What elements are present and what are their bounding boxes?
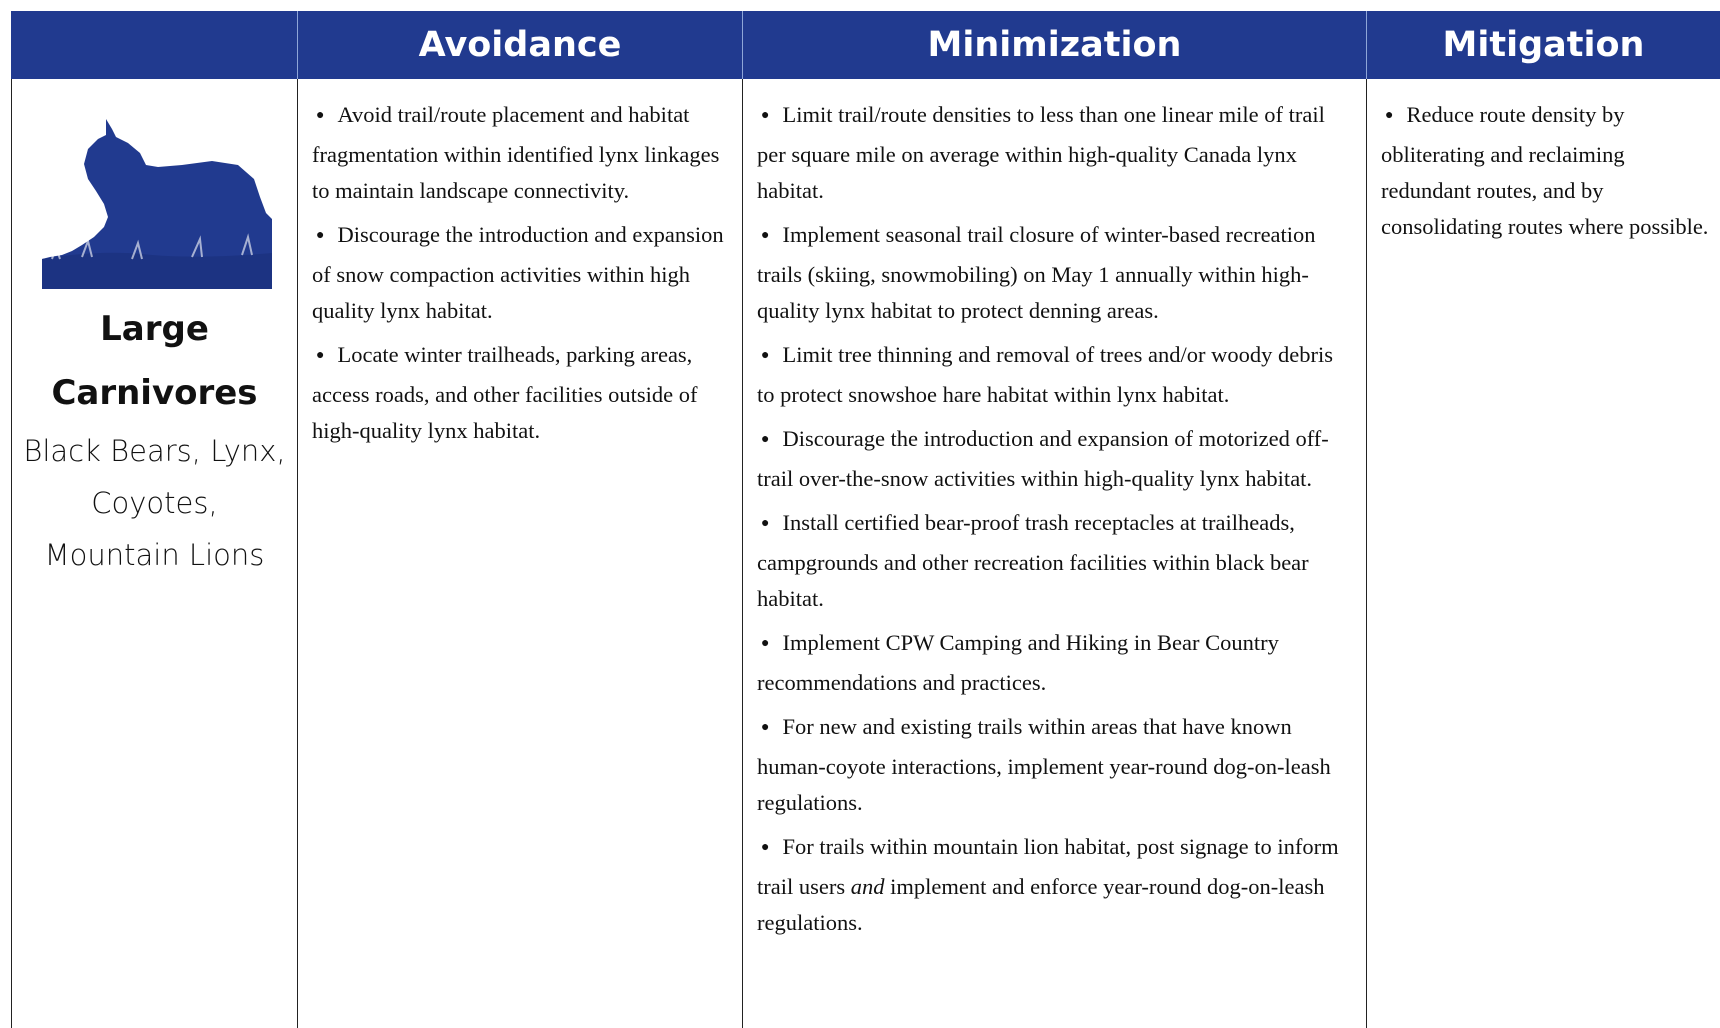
bullet-text: Limit trail/route densities to less than…	[757, 102, 1325, 203]
bullet-item: Locate winter trailheads, parking areas,…	[312, 337, 732, 449]
bullet-text: Discourage the introduction and expansio…	[312, 222, 724, 323]
mitigation-cell: Reduce route density by obliterating and…	[1367, 79, 1720, 1028]
bullet-text: Reduce route density by obliterating and…	[1381, 102, 1709, 239]
bullet-text: Avoid trail/route placement and habitat …	[312, 102, 720, 203]
bullet-text: Limit tree thinning and removal of trees…	[757, 342, 1333, 407]
bullet-list: Reduce route density by obliterating and…	[1367, 79, 1720, 245]
bullet-text: Discourage the introduction and expansio…	[757, 426, 1329, 491]
bullet-item: Install certified bear-proof trash recep…	[757, 505, 1356, 617]
lynx-icon	[42, 119, 272, 289]
avoidance-cell: Avoid trail/route placement and habitat …	[298, 79, 743, 1028]
bullet-item: Implement CPW Camping and Hiking in Bear…	[757, 625, 1356, 701]
table: Avoidance Minimization Mitigation Large …	[11, 11, 1720, 1028]
minimization-cell: Limit trail/route densities to less than…	[743, 79, 1367, 1028]
bullet-item: Implement seasonal trail closure of wint…	[757, 217, 1356, 329]
bullet-item: Discourage the introduction and expansio…	[312, 217, 732, 329]
bullet-item: Limit trail/route densities to less than…	[757, 97, 1356, 209]
bullet-list: Avoid trail/route placement and habitat …	[298, 79, 742, 449]
bullet-text: Install certified bear-proof trash recep…	[757, 510, 1309, 611]
bullet-list: Limit trail/route densities to less than…	[743, 79, 1366, 941]
header-cell: Minimization	[743, 11, 1367, 79]
bullet-item: For new and existing trails within areas…	[757, 709, 1356, 821]
category-species: Black Bears, Lynx, Coyotes, Mountain Lio…	[23, 434, 286, 572]
bullet-item: Discourage the introduction and expansio…	[757, 421, 1356, 497]
bullet-text: and	[850, 874, 885, 899]
bullet-item: Reduce route density by obliterating and…	[1381, 97, 1710, 245]
header-cell: Avoidance	[298, 11, 743, 79]
header-blank	[11, 11, 298, 79]
category-title: Large Carnivores	[51, 309, 258, 413]
bullet-item: For trails within mountain lion habitat,…	[757, 829, 1356, 941]
header-cell: Mitigation	[1367, 11, 1720, 79]
bullet-text: Locate winter trailheads, parking areas,…	[312, 342, 698, 443]
bullet-item: Avoid trail/route placement and habitat …	[312, 97, 732, 209]
bullet-item: Limit tree thinning and removal of trees…	[757, 337, 1356, 413]
bullet-text: For new and existing trails within areas…	[757, 714, 1331, 815]
bullet-text: Implement seasonal trail closure of wint…	[757, 222, 1316, 323]
category-cell: Large Carnivores Black Bears, Lynx, Coyo…	[11, 79, 298, 1028]
bullet-text: implement and enforce year-round dog-on-…	[757, 874, 1325, 935]
bullet-text: For trails within mountain lion habitat,…	[757, 834, 1339, 899]
bullet-text: Implement CPW Camping and Hiking in Bear…	[757, 630, 1279, 695]
